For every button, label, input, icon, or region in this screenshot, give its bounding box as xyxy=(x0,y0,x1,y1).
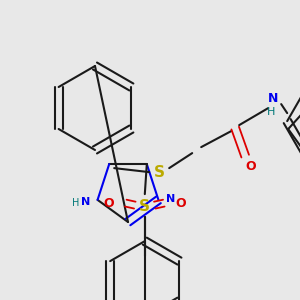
Text: O: O xyxy=(245,160,256,172)
Text: N: N xyxy=(81,197,90,207)
Text: N: N xyxy=(166,194,175,204)
Text: O: O xyxy=(103,196,114,210)
Text: S: S xyxy=(139,199,150,214)
Text: N: N xyxy=(268,92,278,105)
Text: H: H xyxy=(72,198,79,208)
Text: O: O xyxy=(176,196,186,210)
Text: S: S xyxy=(154,165,165,180)
Text: H: H xyxy=(267,107,275,117)
